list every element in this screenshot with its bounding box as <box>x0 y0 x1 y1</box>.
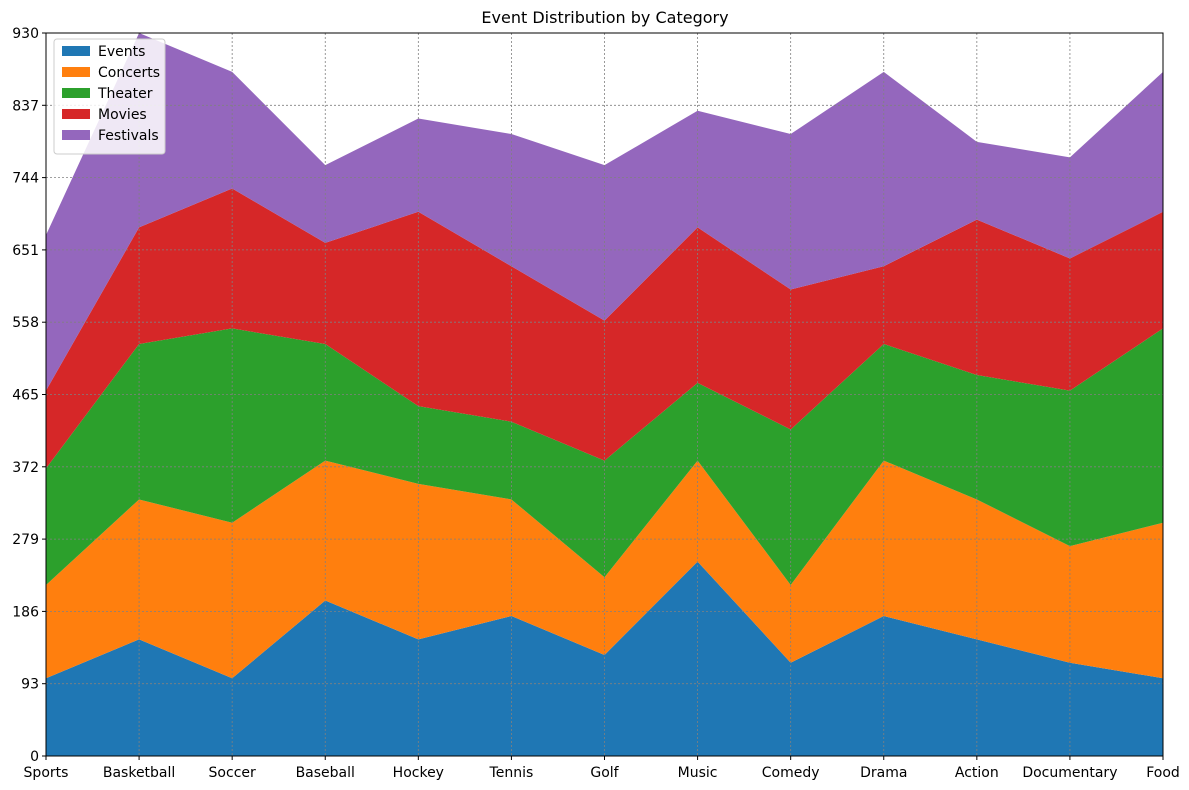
legend-swatch-movies <box>62 109 90 119</box>
y-axis-ticks: 0 93 186 279 372 465 558 651 744 837 930 <box>12 26 46 765</box>
y-tick-label: 0 <box>30 749 39 765</box>
legend-label-events: Events <box>98 44 145 60</box>
x-tick-label: Basketball <box>103 765 175 781</box>
y-tick-label: 93 <box>21 677 39 693</box>
legend-swatch-events <box>62 46 90 56</box>
x-tick-label: Action <box>955 765 999 781</box>
y-tick-label: 558 <box>12 315 39 331</box>
x-tick-label: Documentary <box>1022 765 1117 781</box>
x-tick-label: Soccer <box>209 765 256 781</box>
y-tick-label: 279 <box>12 532 39 548</box>
area-series-theater <box>46 328 1163 585</box>
x-tick-label: Music <box>678 765 718 781</box>
x-tick-label: Tennis <box>489 765 534 781</box>
y-tick-label: 186 <box>12 604 39 620</box>
legend-label-theater: Theater <box>97 86 153 102</box>
x-tick-label: Sports <box>24 765 69 781</box>
x-axis-ticks: Sports Basketball Soccer Baseball Hockey Tenn… <box>24 756 1180 781</box>
x-tick-label: Drama <box>860 765 907 781</box>
legend: Events Concerts Theater Movies Festivals <box>53 38 166 155</box>
y-tick-label: 930 <box>12 26 39 42</box>
chart-title: Event Distribution by Category <box>481 8 728 27</box>
y-tick-label: 651 <box>12 243 39 259</box>
x-tick-label: Comedy <box>762 765 820 781</box>
x-tick-label: Food <box>1146 765 1180 781</box>
y-tick-label: 465 <box>12 388 39 404</box>
legend-swatch-concerts <box>62 67 90 77</box>
y-tick-label: 744 <box>12 171 39 187</box>
legend-swatch-theater <box>62 88 90 98</box>
x-tick-label: Hockey <box>393 765 444 781</box>
y-tick-label: 372 <box>12 460 39 476</box>
legend-swatch-festivals <box>62 130 90 140</box>
x-tick-label: Golf <box>590 765 619 781</box>
x-tick-label: Baseball <box>296 765 355 781</box>
legend-label-concerts: Concerts <box>98 65 160 81</box>
legend-label-movies: Movies <box>98 107 147 123</box>
legend-label-festivals: Festivals <box>98 128 159 144</box>
y-tick-label: 837 <box>12 98 39 114</box>
